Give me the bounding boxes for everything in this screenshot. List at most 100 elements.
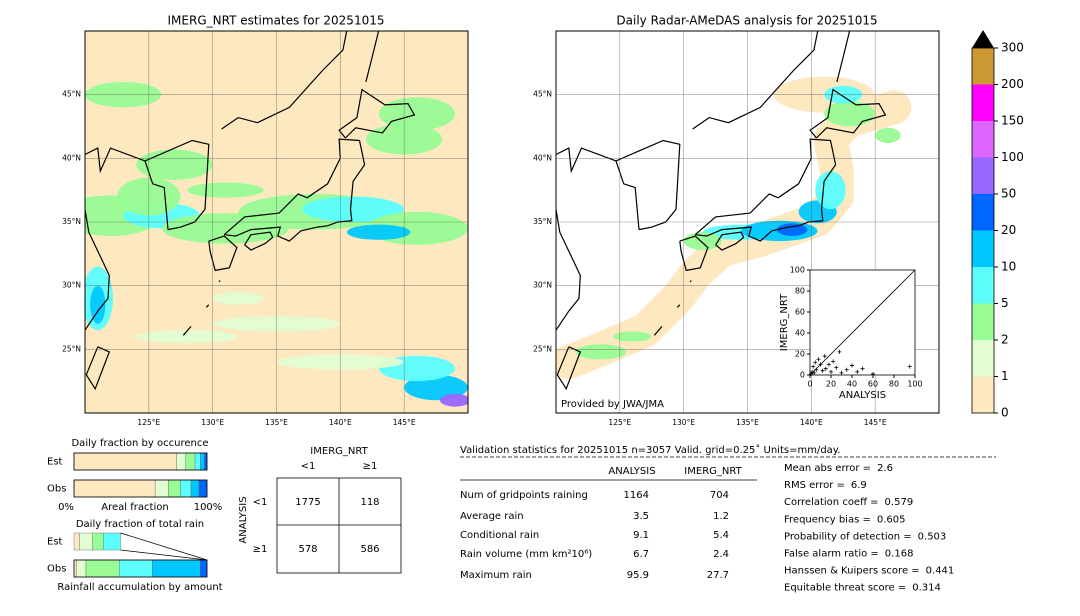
x-tick-label: 100 [907, 380, 922, 389]
stat-label: Rain volume (mm km²10⁶) [460, 549, 592, 560]
colorbar-swatch [972, 194, 994, 231]
scatter-point [871, 371, 875, 376]
coastline [556, 346, 582, 391]
fraction-segment [200, 559, 208, 578]
scatter-point [834, 365, 839, 370]
stat-label: Average rain [460, 511, 524, 522]
lat-tick-label: 40°N [533, 153, 552, 162]
lat-tick-label: 45°N [533, 90, 552, 99]
rain-area [212, 292, 264, 305]
score-value: 0.503 [918, 531, 947, 542]
fraction-segment [119, 559, 153, 578]
stat-value: 27.7 [707, 570, 729, 581]
lon-tick-label: 145°E [864, 418, 887, 427]
colorbar-label: 300 [1001, 41, 1024, 55]
score-value: 0.605 [877, 514, 906, 525]
scatter-point [839, 370, 844, 375]
colorbar-swatch [972, 267, 994, 304]
scatter-point [809, 371, 814, 376]
fraction-segment [103, 532, 121, 551]
x-tick-label: 80 [889, 380, 899, 389]
score-label: Mean abs error = [784, 463, 871, 474]
colorbar-swatch [972, 157, 994, 194]
x-axis-label: Rainfall accumulation by amount [57, 582, 222, 593]
cell: 1775 [295, 497, 320, 508]
score-value: 0.314 [912, 583, 941, 594]
x-label-left: 0% [58, 502, 74, 513]
score-label: RMS error = [784, 480, 845, 491]
col-label: <1 [301, 461, 316, 472]
fraction-segment [176, 452, 186, 471]
coastline [676, 304, 681, 308]
cell: 578 [298, 544, 317, 555]
coastline [85, 346, 111, 391]
lon-tick-label: 125°E [137, 418, 160, 427]
colorbar-extend [972, 30, 994, 48]
stat-value: 1.2 [713, 511, 729, 522]
lat-tick-label: 45°N [62, 90, 81, 99]
fraction-segment [152, 559, 201, 578]
scatter-point [814, 367, 819, 372]
coastline [556, 147, 617, 174]
fraction-title: Daily fraction by occurence [71, 438, 208, 449]
y-tick-label: 60 [795, 308, 805, 317]
rain-area [136, 149, 213, 180]
colorbar-swatch [972, 230, 994, 267]
y-tick-label: 0 [800, 371, 805, 380]
scatter-point [855, 369, 860, 374]
rain-area [439, 393, 468, 407]
x-tick-label: 40 [847, 380, 857, 389]
lon-tick-label: 145°E [393, 418, 416, 427]
coastline [692, 31, 819, 130]
score-label: Correlation coeff = [784, 497, 879, 508]
y-tick-label: 100 [790, 266, 805, 275]
row-label: Obs [47, 484, 66, 495]
diagonal [809, 269, 916, 376]
coastline [556, 209, 581, 331]
rain-area [683, 232, 722, 250]
stat-value: 2.4 [713, 549, 729, 560]
row-label: Est [47, 457, 63, 468]
scatter-point [844, 367, 849, 372]
col-label: ≥1 [363, 461, 378, 472]
stat-label: Conditional rain [460, 530, 539, 541]
credit: Provided by JWA/JMA [561, 399, 664, 410]
score-label: Frequency bias = [784, 514, 871, 525]
rain-area [90, 285, 106, 324]
lat-tick-label: 40°N [62, 153, 81, 162]
scatter-point [837, 349, 842, 354]
lat-tick-label: 25°N [62, 344, 81, 353]
coastline [218, 280, 221, 283]
fraction-segment [79, 532, 93, 551]
lon-tick-label: 125°E [608, 418, 631, 427]
coastline [338, 88, 416, 139]
coastline [653, 326, 663, 336]
scatter-point [860, 366, 865, 371]
lon-tick-label: 130°E [201, 418, 224, 427]
lat-tick-label: 35°N [62, 217, 81, 226]
coastline [694, 138, 837, 242]
lon-tick-label: 135°E [265, 418, 288, 427]
coastline [205, 304, 210, 308]
scatter-point [812, 370, 817, 375]
stats-header: Validation statistics for 20251015 n=305… [460, 444, 840, 456]
coastline [244, 231, 274, 251]
colorbar-label: 0 [1001, 406, 1009, 420]
coastline [615, 139, 681, 231]
score-label: Probability of detection = [784, 531, 912, 542]
score-label: Equitable threat score = [784, 583, 906, 594]
colorbar-label: 150 [1001, 114, 1024, 128]
row-label: <1 [253, 497, 268, 508]
lat-tick-label: 30°N [533, 281, 552, 290]
fraction-segment [154, 479, 169, 498]
colorbar-label: 10 [1001, 260, 1016, 274]
coastline [208, 235, 238, 272]
coastline [679, 235, 709, 272]
map-frame [555, 30, 940, 414]
fraction-title: Daily fraction of total rain [76, 519, 204, 530]
stat-label: Maximum rain [460, 570, 532, 581]
scatter-point [822, 354, 827, 359]
total-connector [120, 532, 208, 561]
